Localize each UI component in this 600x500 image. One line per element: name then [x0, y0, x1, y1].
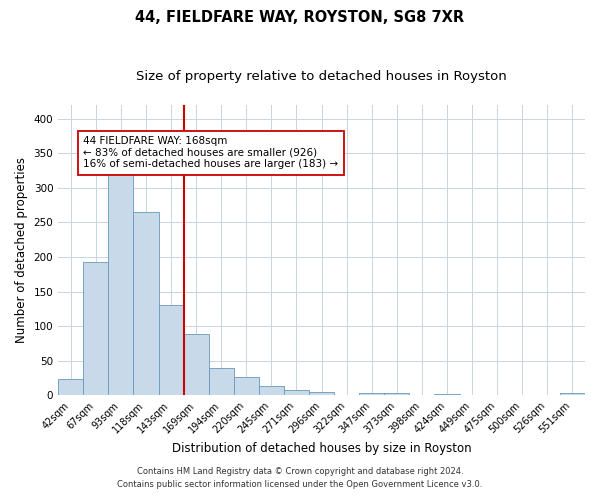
- Title: Size of property relative to detached houses in Royston: Size of property relative to detached ho…: [136, 70, 507, 83]
- Y-axis label: Number of detached properties: Number of detached properties: [15, 157, 28, 343]
- Bar: [284, 390, 309, 396]
- Bar: [83, 262, 109, 396]
- Text: Contains HM Land Registry data © Crown copyright and database right 2024.
Contai: Contains HM Land Registry data © Crown c…: [118, 468, 482, 489]
- Bar: [434, 394, 460, 396]
- Bar: [309, 392, 334, 396]
- Bar: [158, 306, 184, 396]
- Bar: [234, 378, 259, 396]
- Bar: [58, 380, 83, 396]
- Text: 44, FIELDFARE WAY, ROYSTON, SG8 7XR: 44, FIELDFARE WAY, ROYSTON, SG8 7XR: [136, 10, 464, 25]
- Bar: [209, 368, 234, 396]
- Bar: [259, 386, 284, 396]
- X-axis label: Distribution of detached houses by size in Royston: Distribution of detached houses by size …: [172, 442, 472, 455]
- Bar: [560, 393, 585, 396]
- Bar: [385, 393, 409, 396]
- Bar: [359, 392, 385, 396]
- Text: 44 FIELDFARE WAY: 168sqm
← 83% of detached houses are smaller (926)
16% of semi-: 44 FIELDFARE WAY: 168sqm ← 83% of detach…: [83, 136, 338, 170]
- Bar: [109, 168, 133, 396]
- Bar: [184, 334, 209, 396]
- Bar: [133, 212, 158, 396]
